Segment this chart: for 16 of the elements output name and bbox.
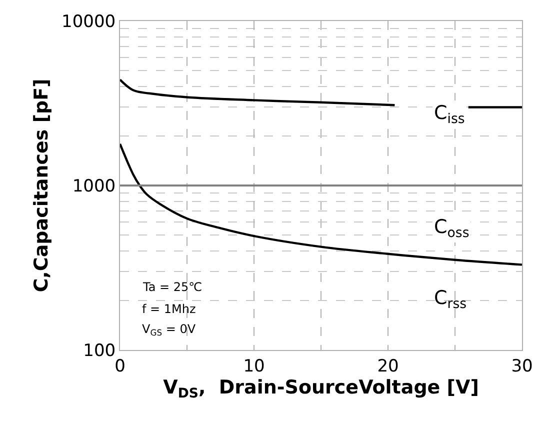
x-tick-label: 10	[243, 356, 265, 376]
y-axis-title: C,Capacitances [pF]	[30, 78, 52, 292]
series-label: C$_{iss}$	[434, 102, 465, 127]
x-tick-label: 0	[114, 356, 126, 376]
annotation: V$_{GS}$ = 0V	[142, 322, 196, 338]
series-label: C$_{oss}$	[434, 216, 470, 241]
annotation: Ta = 25℃	[142, 280, 202, 294]
annotation: f = 1Mhz	[142, 302, 196, 316]
y-tick-label: 10000	[62, 12, 116, 32]
x-axis-title: V$_{DS}$, Drain-SourceVoltage [V]	[163, 376, 479, 402]
line-series	[120, 142, 522, 266]
y-tick-label: 100	[83, 340, 116, 361]
y-tick-label: 1000	[72, 176, 116, 196]
x-tick-label: 20	[377, 356, 399, 376]
x-tick-label: 30	[511, 356, 533, 376]
annotation: C$_{rss}$	[434, 287, 467, 312]
